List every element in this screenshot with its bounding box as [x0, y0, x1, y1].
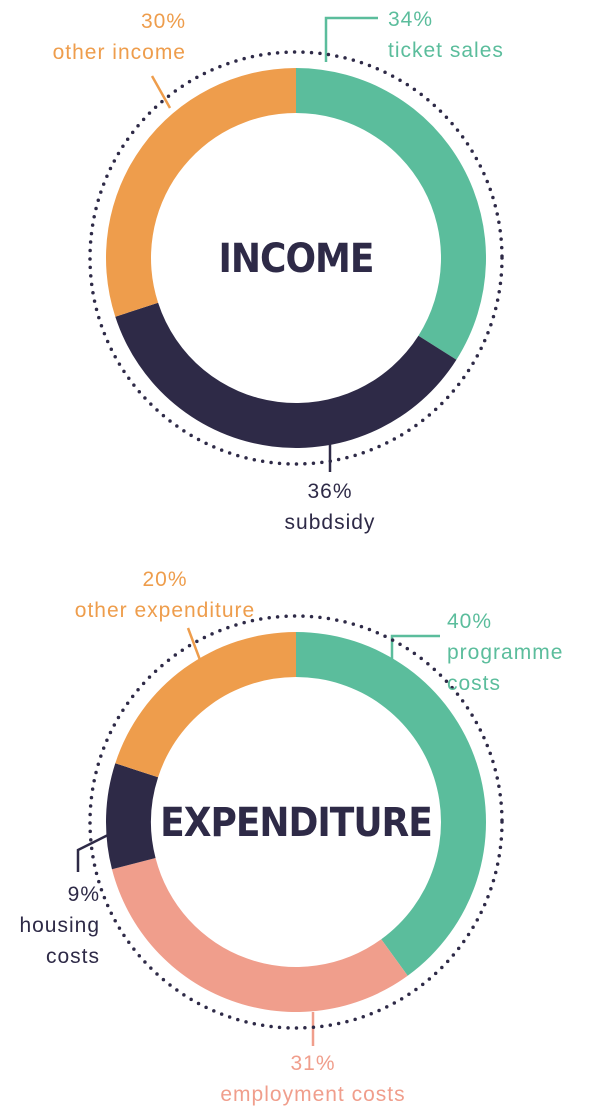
- value-label: 36%: [307, 480, 353, 503]
- leader-line: [76, 832, 111, 872]
- category-label: ticket sales: [388, 39, 504, 62]
- value-label: 20%: [142, 568, 188, 591]
- donut-segment: [105, 763, 159, 870]
- segment-label: 30% other income: [0, 6, 186, 68]
- leader-line: [150, 75, 172, 109]
- leader-line: [324, 16, 378, 62]
- donut-segment: [105, 68, 296, 317]
- category-label: programme costs: [447, 641, 564, 695]
- value-label: 31%: [290, 1052, 336, 1075]
- category-label: subdsidy: [284, 511, 376, 534]
- segment-label: 40% programme costs: [447, 606, 587, 699]
- donut-segment: [296, 68, 486, 360]
- segment-label: 9% housing costs: [0, 879, 100, 972]
- value-label: 9%: [67, 883, 100, 906]
- dotted-ring: [88, 614, 504, 1030]
- donut-segment: [296, 632, 487, 976]
- dotted-ring: [88, 50, 504, 466]
- category-label: other expenditure: [74, 599, 256, 622]
- value-label: 30%: [140, 10, 186, 33]
- category-label: employment costs: [220, 1083, 406, 1106]
- donut-segment: [111, 858, 408, 1012]
- donut-segment: [115, 632, 297, 778]
- donut-segment: [115, 302, 457, 449]
- category-label: other income: [52, 41, 186, 64]
- value-label: 34%: [388, 8, 434, 31]
- category-label: housing costs: [19, 914, 100, 968]
- leader-line: [390, 634, 440, 666]
- chart-title: EXPENDITURE: [160, 800, 432, 846]
- segment-label: 31% employment costs: [183, 1048, 443, 1110]
- value-label: 40%: [447, 610, 493, 633]
- segment-label: 20% other expenditure: [15, 564, 315, 626]
- segment-label: 34% ticket sales: [388, 4, 588, 66]
- leader-lines: [76, 16, 440, 1046]
- segment-label: 36% subdsidy: [230, 476, 430, 538]
- chart-title: INCOME: [219, 236, 374, 282]
